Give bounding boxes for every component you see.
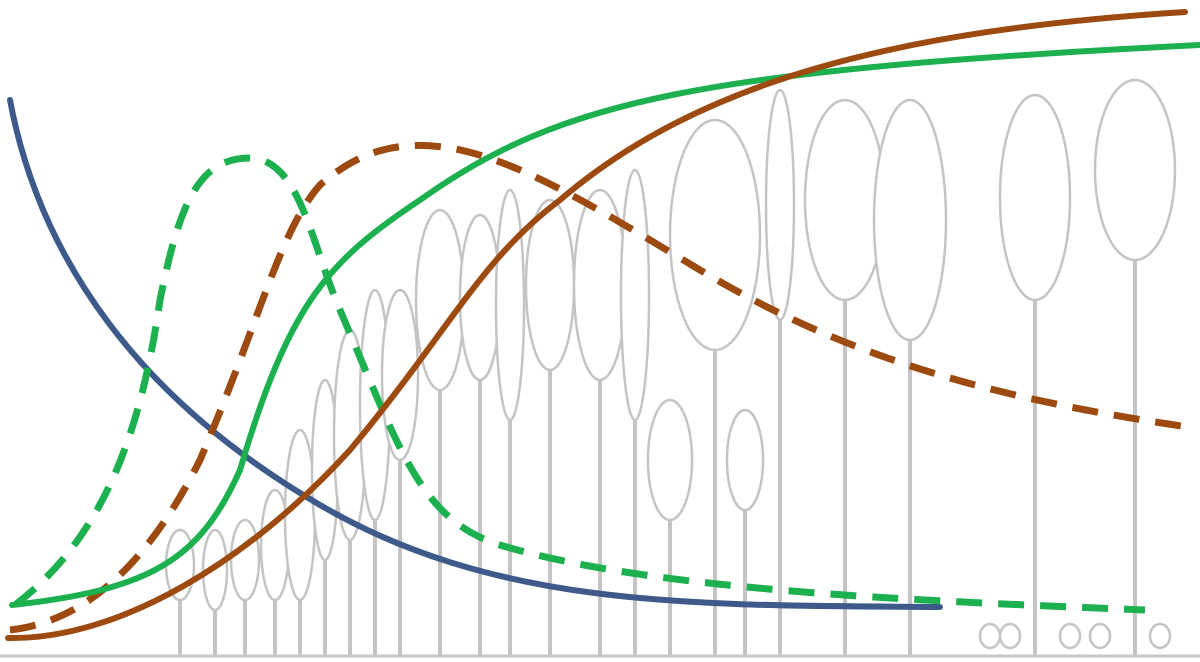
tree-crown — [727, 410, 763, 510]
tree-crown — [496, 190, 524, 420]
shrub — [1000, 624, 1020, 648]
tree-crown — [648, 400, 692, 520]
shrub — [980, 624, 1000, 648]
tree-crown — [874, 100, 946, 340]
tree-crown — [1000, 95, 1070, 300]
tree-crown — [416, 210, 464, 390]
tree-crown — [1095, 80, 1175, 260]
tree-crown — [670, 120, 760, 350]
forest-diagram — [0, 0, 1200, 662]
tree-crown — [766, 90, 794, 320]
tree-crown — [285, 430, 315, 600]
shrub — [1060, 624, 1080, 648]
tree-crown — [231, 520, 259, 600]
shrub — [1090, 624, 1110, 648]
tree-crown — [621, 170, 649, 420]
forest-illustration — [166, 80, 1175, 656]
tree-crown — [805, 100, 885, 300]
shrub — [1150, 624, 1170, 648]
